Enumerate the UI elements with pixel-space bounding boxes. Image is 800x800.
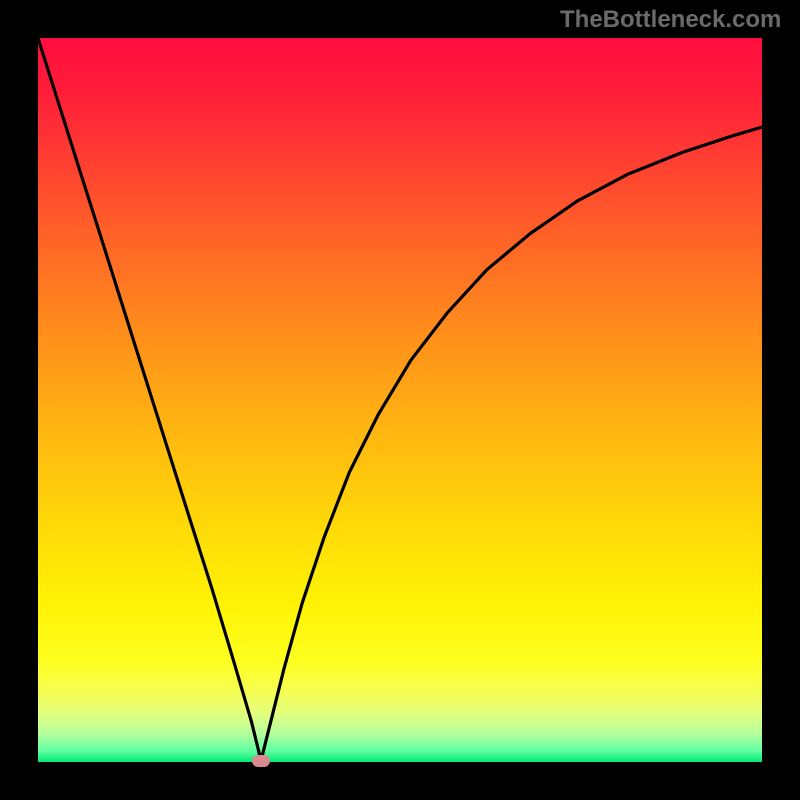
- chart-plot-area: [38, 38, 762, 762]
- optimal-point-marker: [252, 755, 270, 767]
- watermark-text: TheBottleneck.com: [560, 6, 781, 34]
